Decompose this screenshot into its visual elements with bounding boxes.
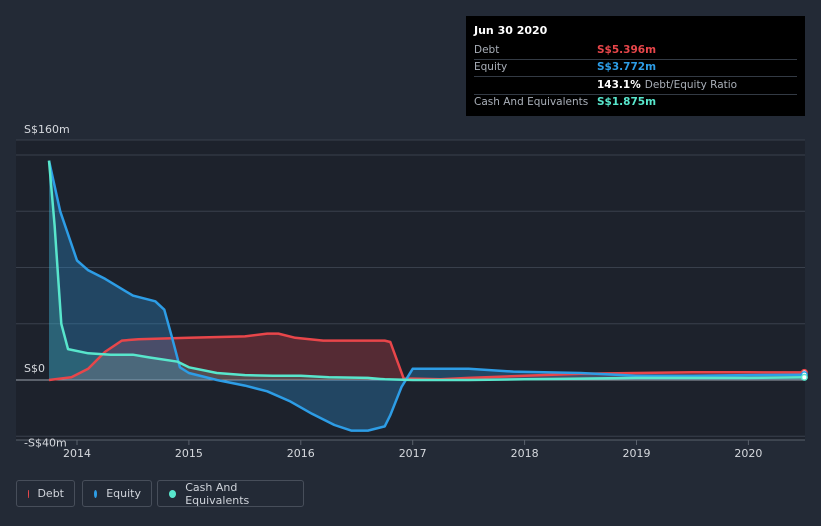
y-tick-label: S$160m <box>24 123 70 136</box>
cash-and-equivalents-end-marker <box>800 373 808 381</box>
legend-label-cash: Cash And Equivalents <box>185 480 250 507</box>
tooltip-label-debt: Debt <box>474 43 500 56</box>
chart-fills <box>49 160 805 431</box>
x-tick-label: 2020 <box>734 447 762 460</box>
x-tick-label: 2014 <box>63 447 91 460</box>
chart-grid <box>16 139 805 441</box>
equity-dot-icon <box>94 489 98 498</box>
x-tick-label: 2015 <box>175 447 203 460</box>
tooltip-panel: Jun 30 2020 Debt S$5.396m Equity S$3.772… <box>466 16 805 116</box>
x-tick-label: 2019 <box>623 447 651 460</box>
x-tick-label: 2018 <box>511 447 539 460</box>
chart-lines <box>47 160 808 432</box>
equity-line <box>47 160 805 432</box>
tooltip-value-cash: S$1.875m <box>597 96 657 109</box>
x-tick-label: 2017 <box>399 447 427 460</box>
legend-item-equity[interactable]: Equity <box>82 480 152 507</box>
equity-area <box>49 160 805 431</box>
legend-item-cash[interactable]: Cash And Equivalents <box>157 480 304 507</box>
debt-area <box>49 333 805 380</box>
cash-dot-icon <box>169 489 177 498</box>
tooltip-value-ratio: 143.1% <box>597 78 641 91</box>
plot-area <box>16 140 805 440</box>
x-tick-label: 2016 <box>287 447 315 460</box>
tooltip-value-equity: S$3.772m <box>597 61 657 74</box>
tooltip-label-cash: Cash And Equivalents <box>474 96 589 109</box>
cash-and-equivalents-area <box>49 160 805 380</box>
y-tick-label: S$0 <box>24 362 45 375</box>
legend-label-equity: Equity <box>106 487 141 500</box>
tooltip-value-debt: S$5.396m <box>597 43 657 56</box>
y-tick-label: -S$40m <box>24 436 67 449</box>
tooltip-row-cash: Cash And Equivalents S$1.875m <box>474 93 797 112</box>
legend-label-debt: Debt <box>37 487 64 500</box>
tooltip-row-equity: Equity S$3.772m <box>474 58 797 77</box>
legend-item-debt[interactable]: Debt <box>16 480 75 507</box>
tooltip-ratio-caption: Debt/Equity Ratio <box>644 78 738 91</box>
cash-and-equivalents-line <box>47 160 805 382</box>
tooltip-date: Jun 30 2020 <box>474 24 548 37</box>
tooltip-row-ratio: 143.1% Debt/Equity Ratio <box>474 76 797 94</box>
tooltip-label-equity: Equity <box>474 61 508 74</box>
tooltip-row-debt: Debt S$5.396m <box>474 41 797 59</box>
